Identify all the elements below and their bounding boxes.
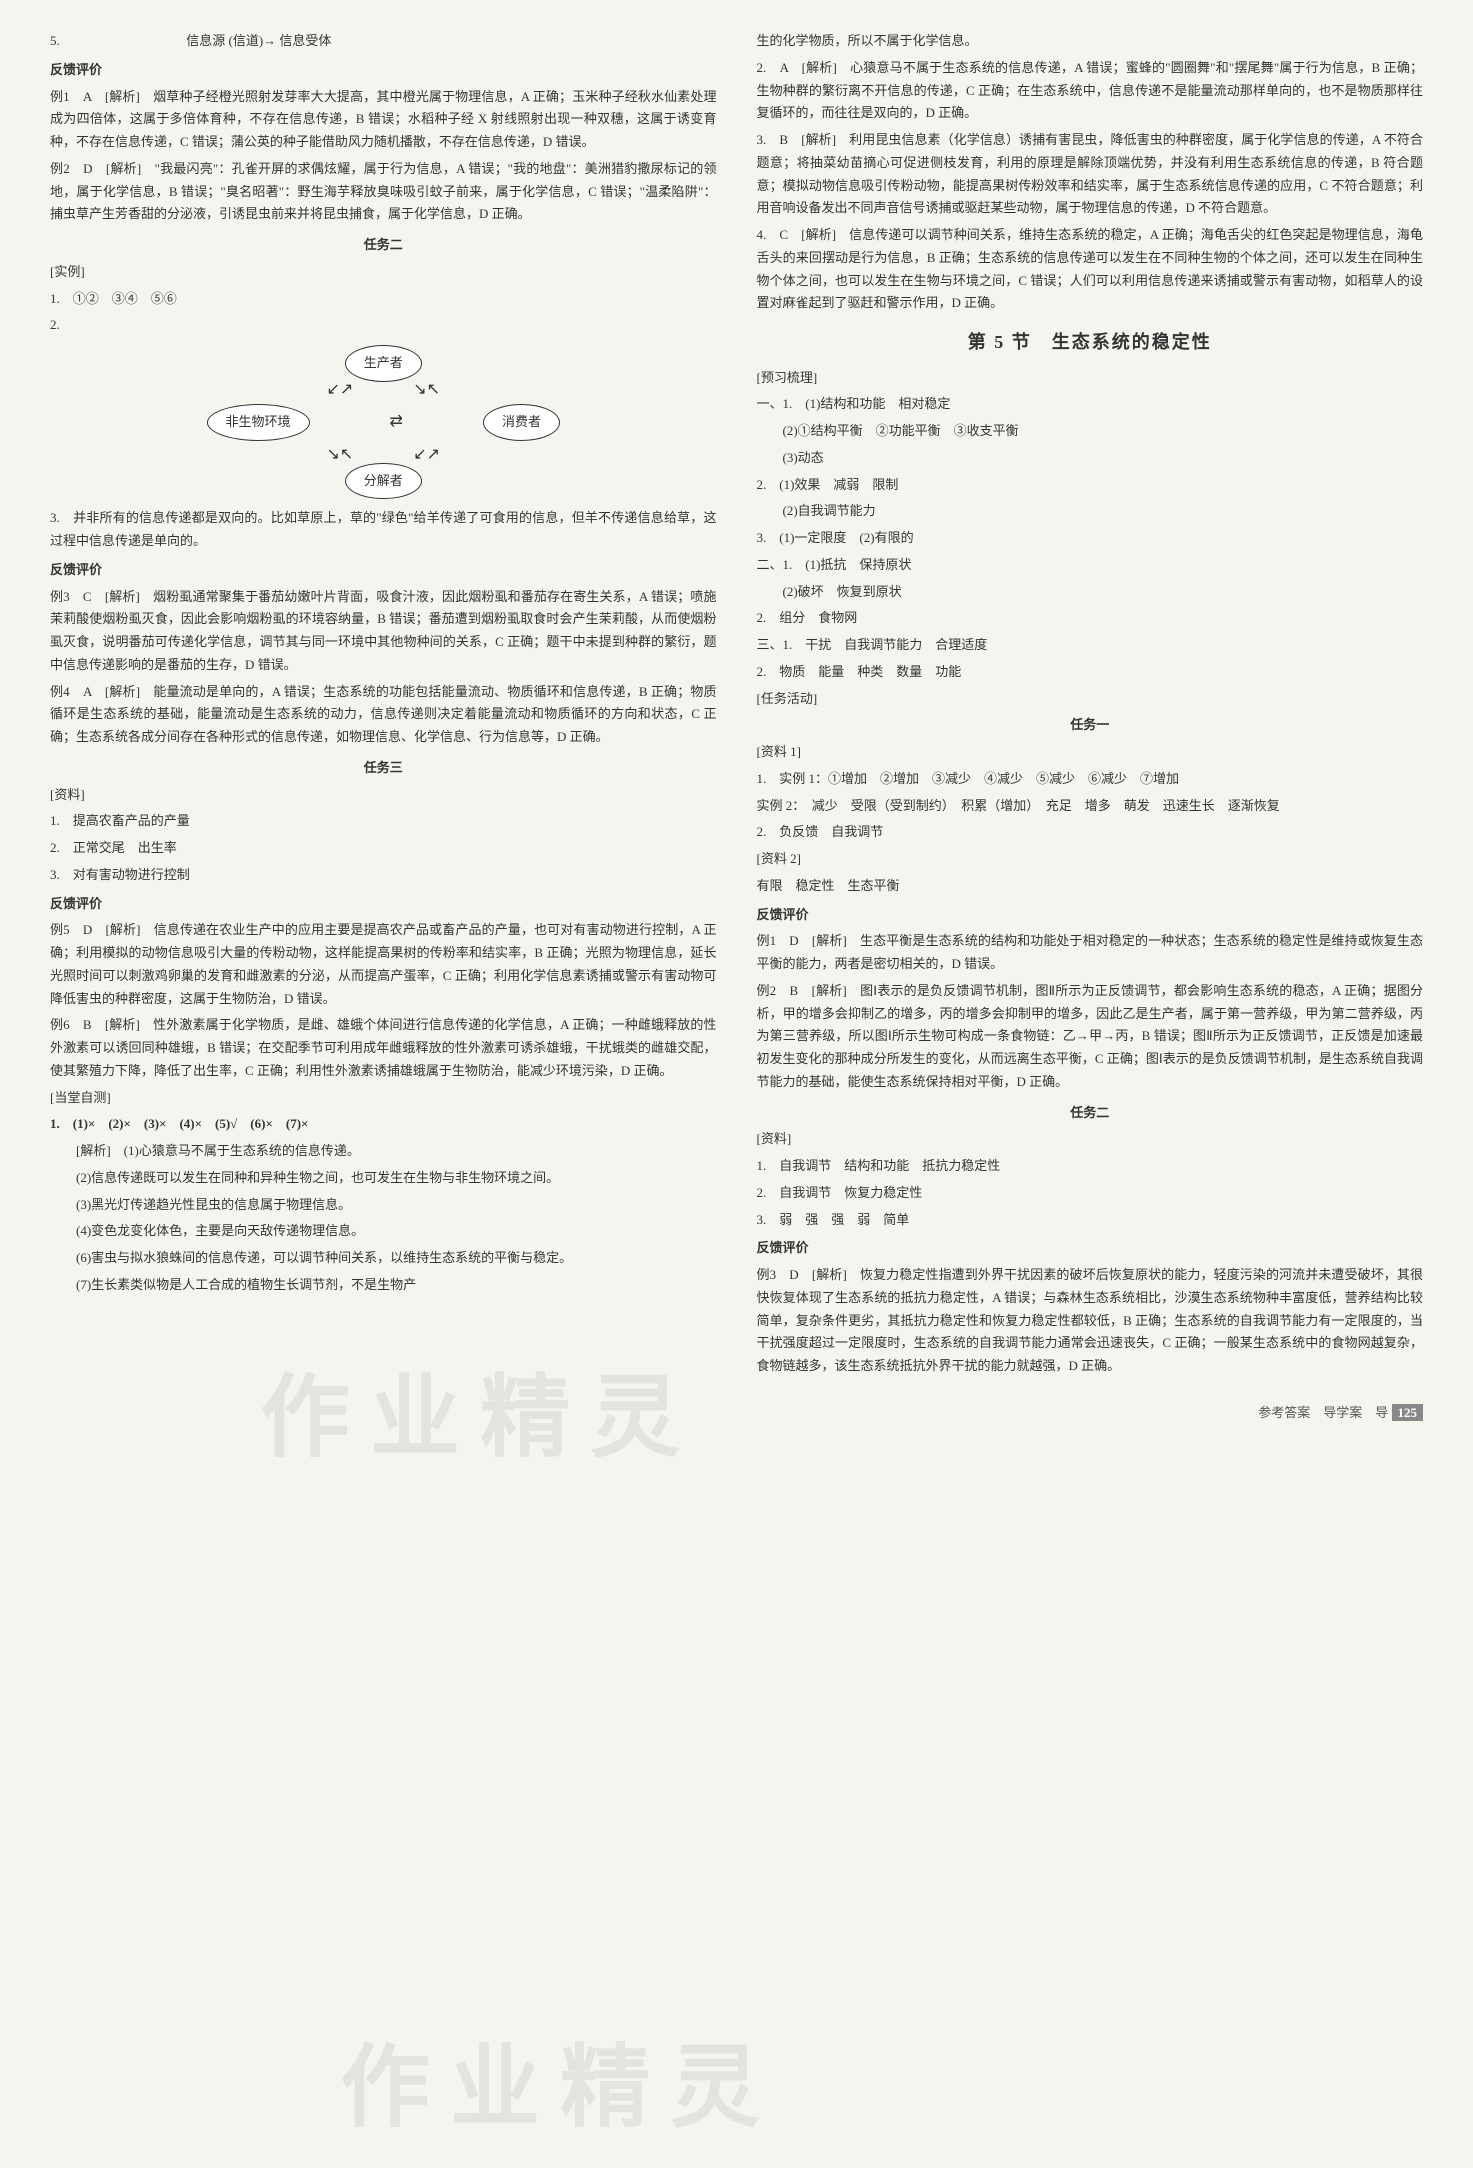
feedback-heading-3: 反馈评价 (50, 893, 717, 916)
task-2-heading: 任务二 (50, 234, 717, 257)
arrow-row-top: ↙↗↘↖ (326, 382, 440, 398)
feedback-heading-2: 反馈评价 (50, 559, 717, 582)
example-2: 例2 D [解析] "我最闪亮"：孔雀开屏的求偶炫耀，属于行为信息，A 错误；"… (50, 158, 717, 226)
feedback-heading-r2: 反馈评价 (757, 1237, 1424, 1260)
self-test-explain-3b: (3)黑光灯传递趋光性昆虫的信息属于物理信息。 (50, 1194, 717, 1217)
example-3-right: 例3 D [解析] 恢复力稳定性指遭到外界干扰因素的破坏后恢复原状的能力，轻度污… (757, 1264, 1424, 1378)
line-1: 1. ①② ③④ ⑤⑥ (50, 288, 717, 311)
page-columns: 5. 信息源 (信道)→ 信息受体 反馈评价 例1 A [解析] 烟草种子经橙光… (50, 30, 1423, 1382)
footer-label: 参考答案 导学案 导 (1258, 1405, 1388, 1420)
preview-er-3: 2. 组分 食物网 (757, 607, 1424, 630)
self-test-1: 1. (1)× (2)× (3)× (4)× (5)√ (6)× (7)× (50, 1113, 717, 1136)
example-4: 例4 A [解析] 能量流动是单向的，A 错误；生态系统的功能包括能量流动、物质… (50, 681, 717, 749)
preview-san-2: 2. 物质 能量 种类 数量 功能 (757, 661, 1424, 684)
resource-line-3: 3. 对有害动物进行控制 (50, 864, 717, 887)
preview-label: [预习梳理] (757, 367, 1424, 390)
ziliao-1-line-3: 2. 负反馈 自我调节 (757, 821, 1424, 844)
node-decomposer: 分解者 (345, 463, 422, 500)
ziliao-1-line-1: 1. 实例 1：①增加 ②增加 ③减少 ④减少 ⑤减少 ⑥减少 ⑦增加 (757, 768, 1424, 791)
feedback-heading-1: 反馈评价 (50, 59, 717, 82)
line-2: 2. (50, 314, 717, 337)
preview-3: 3. (1)一定限度 (2)有限的 (757, 527, 1424, 550)
preview-1-3: (3)动态 (757, 447, 1424, 470)
ziliao-label-1: [资料] (50, 784, 717, 807)
task-1-heading-right: 任务一 (757, 714, 1424, 737)
dangtang-label: [当堂自测] (50, 1087, 717, 1110)
resource-line-2: 2. 正常交尾 出生率 (50, 837, 717, 860)
node-consumer: 消费者 (483, 404, 560, 441)
page-footer: 参考答案 导学案 导 125 (50, 1402, 1423, 1425)
continuation-line: 生的化学物质，所以不属于化学信息。 (757, 30, 1424, 53)
ziliao-right-label: [资料] (757, 1128, 1424, 1151)
task-activity-label: [任务活动] (757, 688, 1424, 711)
watermark-2: 作业精灵 (340, 2010, 780, 2168)
line-3: 3. 并非所有的信息传递都是双向的。比如草原上，草的"绿色"给羊传递了可食用的信… (50, 507, 717, 553)
preview-1-2: (2)①结构平衡 ②功能平衡 ③收支平衡 (757, 420, 1424, 443)
zr-line-1: 1. 自我调节 结构和功能 抵抗力稳定性 (757, 1155, 1424, 1178)
zr-line-2: 2. 自我调节 恢复力稳定性 (757, 1182, 1424, 1205)
ecosystem-diagram: 生产者 ↙↗↘↖ 非生物环境 ⇄ 消费者 ↘↖↙↗ 分解者 (50, 345, 717, 499)
preview-er-2: (2)破坏 恢复到原状 (757, 581, 1424, 604)
self-test-explain-1: [解析] (1)心猿意马不属于生态系统的信息传递。 (50, 1140, 717, 1163)
shili-label: [实例] (50, 261, 717, 284)
item-5: 5. 信息源 (信道)→ 信息受体 (50, 30, 717, 53)
preview-2-1: 2. (1)效果 减弱 限制 (757, 474, 1424, 497)
example-3: 例3 C [解析] 烟粉虱通常聚集于番茄幼嫩叶片背面，吸食汁液，因此烟粉虱和番茄… (50, 586, 717, 677)
self-test-explain-2: (2)信息传递既可以发生在同种和异种生物之间，也可发生在生物与非生物环境之间。 (50, 1167, 717, 1190)
node-producer: 生产者 (345, 345, 422, 382)
left-column: 5. 信息源 (信道)→ 信息受体 反馈评价 例1 A [解析] 烟草种子经橙光… (50, 30, 717, 1382)
zr-line-3: 3. 弱 强 强 弱 简单 (757, 1209, 1424, 1232)
preview-san-1: 三、1. 干扰 自我调节能力 合理适度 (757, 634, 1424, 657)
preview-2-2: (2)自我调节能力 (757, 500, 1424, 523)
example-2-right: 例2 B [解析] 图Ⅰ表示的是负反馈调节机制，图Ⅱ所示为正反馈调节，都会影响生… (757, 980, 1424, 1094)
arrow-row-bottom: ↘↖↙↗ (326, 447, 440, 463)
example-5: 例5 D [解析] 信息传递在农业生产中的应用主要是提高农产品或畜产品的产量，也… (50, 919, 717, 1010)
ziliao-2-label: [资料 2] (757, 848, 1424, 871)
question-4: 4. C [解析] 信息传递可以调节种间关系，维持生态系统的稳定，A 正确；海龟… (757, 224, 1424, 315)
example-1-right: 例1 D [解析] 生态平衡是生态系统的结构和功能处于相对稳定的一种状态；生态系… (757, 930, 1424, 976)
ziliao-1-label: [资料 1] (757, 741, 1424, 764)
ziliao-2-line-1: 有限 稳定性 生态平衡 (757, 875, 1424, 898)
example-6: 例6 B [解析] 性外激素属于化学物质，是雌、雄蛾个体间进行信息传递的化学信息… (50, 1014, 717, 1082)
question-2: 2. A [解析] 心猿意马不属于生态系统的信息传递，A 错误；蜜蜂的"圆圈舞"… (757, 57, 1424, 125)
task-3-heading: 任务三 (50, 757, 717, 780)
item5-num: 5. (50, 33, 60, 48)
example-1: 例1 A [解析] 烟草种子经橙光照射发芽率大大提高，其中橙光属于物理信息，A … (50, 86, 717, 154)
self-test-explain-5: (6)害虫与拟水狼蛛间的信息传递，可以调节种间关系，以维持生态系统的平衡与稳定。 (50, 1247, 717, 1270)
question-3: 3. B [解析] 利用昆虫信息素（化学信息）诱捕有害昆虫，降低害虫的种群密度，… (757, 129, 1424, 220)
ziliao-1-line-2: 实例 2： 减少 受限（受到制约） 积累（增加） 充足 增多 萌发 迅速生长 逐… (757, 795, 1424, 818)
preview-er-1: 二、1. (1)抵抗 保持原状 (757, 554, 1424, 577)
node-abiotic: 非生物环境 (207, 404, 310, 441)
item5-text: 信息源 (信道)→ 信息受体 (186, 33, 331, 48)
section-5-title: 第 5 节 生态系统的稳定性 (757, 327, 1424, 359)
self-test-explain-6: (7)生长素类似物是人工合成的植物生长调节剂，不是生物产 (50, 1274, 717, 1297)
resource-line-1: 1. 提高农畜产品的产量 (50, 810, 717, 833)
page-number: 125 (1392, 1404, 1424, 1421)
preview-1-1: 一、1. (1)结构和功能 相对稳定 (757, 393, 1424, 416)
feedback-heading-r1: 反馈评价 (757, 904, 1424, 927)
task-2-heading-right: 任务二 (757, 1102, 1424, 1125)
right-column: 生的化学物质，所以不属于化学信息。 2. A [解析] 心猿意马不属于生态系统的… (757, 30, 1424, 1382)
self-test-explain-4: (4)变色龙变化体色，主要是向天敌传递物理信息。 (50, 1220, 717, 1243)
